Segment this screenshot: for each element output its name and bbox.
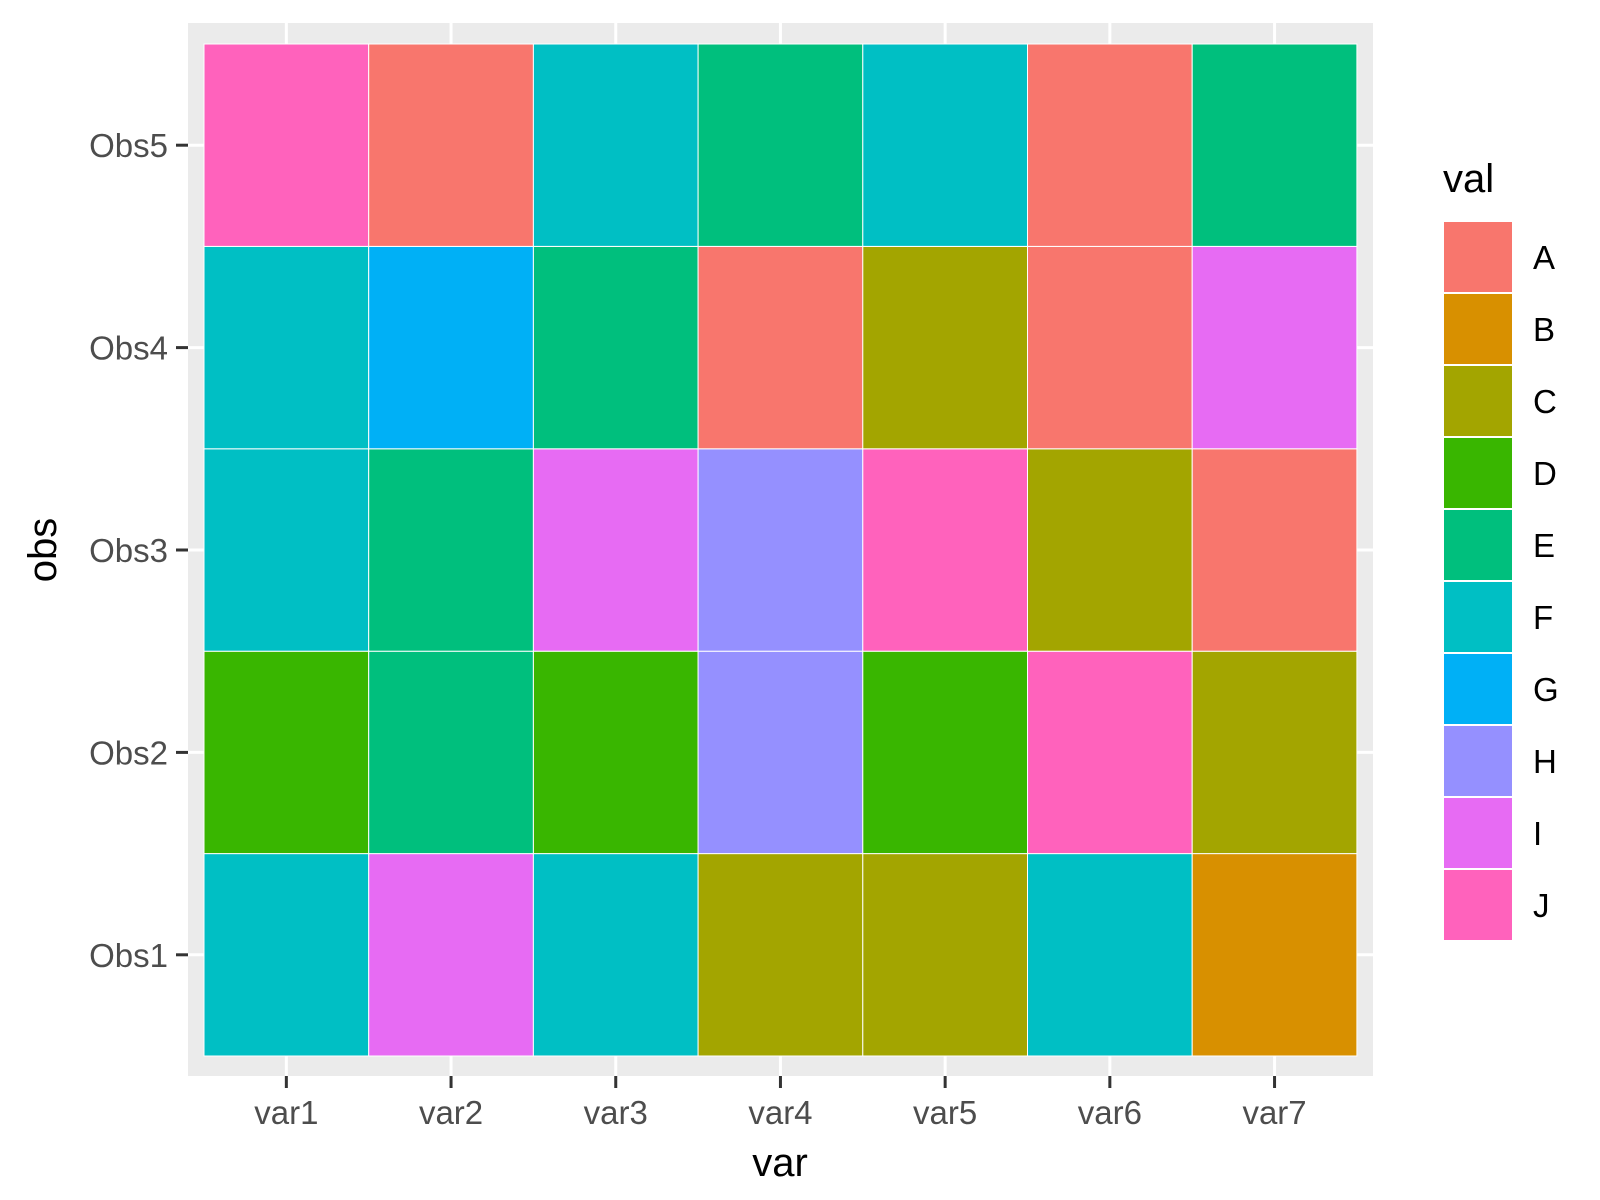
x-tick-label: var1 [254,1094,318,1131]
heatmap-tile-var6-Obs2 [1028,651,1193,853]
x-tick-label: var3 [584,1094,648,1131]
y-axis: Obs1 Obs2 Obs3 Obs4 Obs5 [89,127,188,974]
heatmap-tile-var5-Obs3 [863,449,1028,651]
heatmap-tile-var2-Obs4 [369,246,534,448]
heatmap-tile-var3-Obs1 [533,854,698,1056]
heatmap-tile-var3-Obs5 [533,44,698,246]
x-tick-label: var6 [1078,1094,1142,1131]
legend-label-D: D [1533,455,1557,492]
legend-key-J [1443,869,1513,941]
heatmap-tile-var7-Obs5 [1192,44,1357,246]
legend-label-B: B [1533,311,1555,348]
heatmap-tile-var7-Obs2 [1192,651,1357,853]
legend-key-E [1443,509,1513,581]
heatmap-tile-var1-Obs2 [204,651,369,853]
heatmap-tile-var4-Obs1 [698,854,863,1056]
heatmap-tile-var5-Obs5 [863,44,1028,246]
legend-label-C: C [1533,383,1557,420]
x-axis-title: var [752,1141,808,1185]
heatmap-tile-var4-Obs5 [698,44,863,246]
heatmap-tile-var7-Obs4 [1192,246,1357,448]
heatmap-tile-var5-Obs4 [863,246,1028,448]
legend-key-A [1443,221,1513,293]
legend-key-B [1443,293,1513,365]
legend-key-G [1443,653,1513,725]
legend-key-C [1443,365,1513,437]
y-tick-label: Obs4 [89,330,168,367]
y-tick-label: Obs2 [89,734,168,771]
legend-key-I [1443,797,1513,869]
legend-label-A: A [1533,239,1555,276]
heatmap-tile-var6-Obs5 [1028,44,1193,246]
heatmap-tile-var5-Obs2 [863,651,1028,853]
heatmap-tile-var6-Obs4 [1028,246,1193,448]
legend-label-J: J [1533,887,1550,924]
heatmap-tile-var3-Obs2 [533,651,698,853]
heatmap-tile-var5-Obs1 [863,854,1028,1056]
x-tick-label: var5 [913,1094,977,1131]
legend-key-D [1443,437,1513,509]
heatmap-tile-var3-Obs3 [533,449,698,651]
heatmap-tiles [204,44,1357,1056]
heatmap-tile-var1-Obs4 [204,246,369,448]
legend-title: val [1443,157,1494,201]
x-tick-label: var4 [748,1094,812,1131]
heatmap-tile-var7-Obs1 [1192,854,1357,1056]
legend-label-H: H [1533,743,1557,780]
y-tick-label: Obs5 [89,127,168,164]
x-tick-label: var2 [419,1094,483,1131]
x-axis: var1 var2 var3 var4 var5 var6 var7 [254,1076,1306,1131]
y-tick-label: Obs3 [89,532,168,569]
legend-label-I: I [1533,815,1542,852]
heatmap-tile-var6-Obs3 [1028,449,1193,651]
heatmap-tile-var2-Obs3 [369,449,534,651]
heatmap-tile-var2-Obs1 [369,854,534,1056]
x-tick-label: var7 [1242,1094,1306,1131]
legend-key-F [1443,581,1513,653]
heatmap-tile-var4-Obs3 [698,449,863,651]
legend-label-E: E [1533,527,1555,564]
y-tick-label: Obs1 [89,937,168,974]
legend-label-F: F [1533,599,1553,636]
legend-key-H [1443,725,1513,797]
heatmap-tile-var2-Obs5 [369,44,534,246]
heatmap-tile-var6-Obs1 [1028,854,1193,1056]
heatmap-tile-var3-Obs4 [533,246,698,448]
heatmap-tile-var4-Obs4 [698,246,863,448]
legend-label-G: G [1533,671,1559,708]
y-axis-title: obs [21,518,65,583]
heatmap-tile-var1-Obs3 [204,449,369,651]
heatmap-tile-var2-Obs2 [369,651,534,853]
heatmap-tile-var1-Obs1 [204,854,369,1056]
heatmap-tile-var7-Obs3 [1192,449,1357,651]
heatmap-tile-var4-Obs2 [698,651,863,853]
heatmap-tile-var1-Obs5 [204,44,369,246]
